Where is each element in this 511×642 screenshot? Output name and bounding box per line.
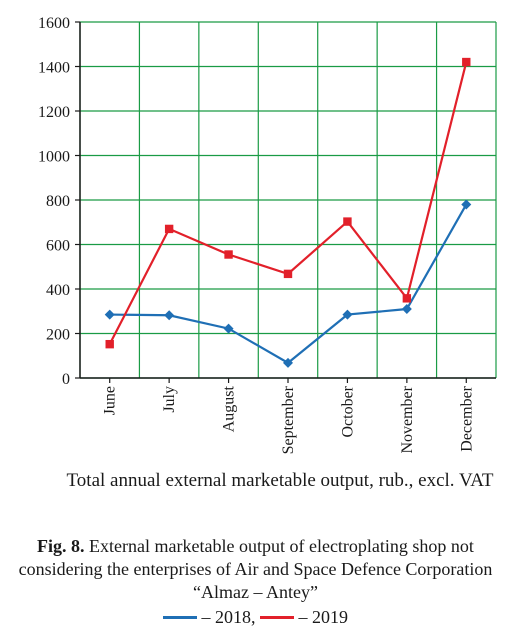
series-2019 — [105, 57, 471, 349]
y-tick-label: 600 — [46, 238, 70, 255]
series-2018 — [104, 199, 472, 368]
x-tick-label: October — [339, 385, 356, 437]
x-tick-label: July — [161, 386, 178, 413]
figure-number: Fig. 8. — [37, 536, 85, 556]
y-tick-label: 1400 — [38, 60, 70, 77]
data-point-2019 — [462, 57, 471, 67]
data-point-2018 — [342, 309, 353, 320]
data-point-2019 — [343, 217, 352, 226]
x-tick-labels: June July August September October November De… — [102, 385, 476, 454]
data-point-2018 — [223, 323, 234, 334]
data-point-2019 — [224, 250, 233, 259]
data-point-2018 — [104, 309, 115, 320]
data-point-2018 — [461, 199, 472, 210]
series-line-2019 — [108, 61, 468, 345]
x-tick-label: September — [280, 385, 297, 454]
y-tick-label: 800 — [46, 193, 70, 210]
legend-label-2019: – 2019 — [298, 607, 349, 627]
series-line-2018 — [109, 203, 468, 365]
x-axis-label: Total annual external marketable output,… — [66, 470, 494, 491]
y-tick-labels: 0 200 400 600 800 1000 1200 1400 1600 — [38, 15, 70, 388]
y-tick-label: 1000 — [38, 149, 70, 166]
data-point-2019 — [164, 224, 174, 234]
data-point-2018 — [164, 310, 175, 321]
x-tick-label: August — [221, 385, 238, 432]
figure-caption: Fig. 8. External marketable output of el… — [0, 535, 511, 604]
x-tick-label: June — [102, 386, 119, 415]
y-tick-label: 1600 — [38, 15, 70, 32]
grid-lines — [79, 21, 497, 379]
legend: – 2018, – 2019 — [0, 606, 511, 629]
data-point-2018 — [401, 304, 412, 315]
y-tick-label: 0 — [62, 371, 70, 388]
figure-caption-text: External marketable output of electropla… — [18, 536, 493, 602]
data-point-2018 — [283, 357, 293, 368]
data-series — [104, 57, 472, 368]
y-tick-label: 1200 — [38, 104, 70, 121]
axes — [75, 21, 496, 383]
y-tick-label: 400 — [46, 282, 70, 299]
data-point-2019 — [105, 339, 114, 349]
legend-label-2018: – 2018, — [201, 607, 256, 627]
x-tick-label: November — [399, 385, 416, 453]
data-point-2019 — [283, 269, 293, 279]
legend-swatch-2019 — [260, 616, 294, 620]
line-chart: 0 200 400 600 800 1000 1200 1400 1600 June July Au… — [38, 15, 497, 454]
y-tick-label: 200 — [46, 327, 70, 344]
x-tick-label: December — [458, 385, 475, 451]
data-point-2019 — [402, 294, 412, 303]
legend-swatch-2018 — [163, 616, 197, 620]
